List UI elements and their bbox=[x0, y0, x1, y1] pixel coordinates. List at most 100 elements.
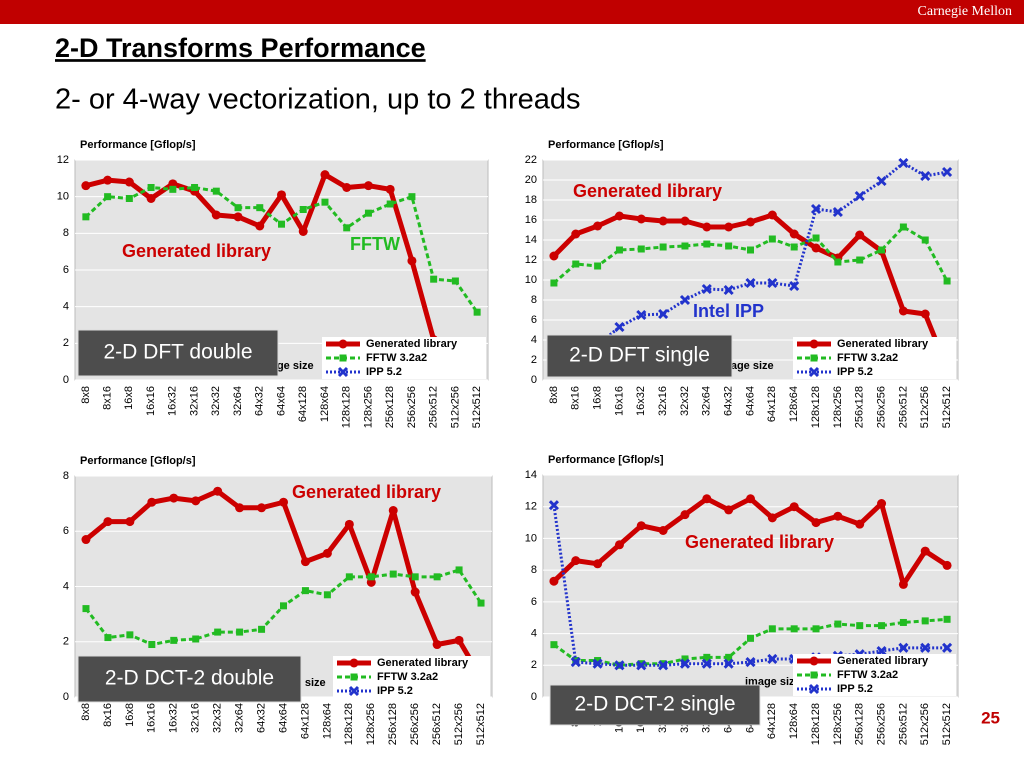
point bbox=[388, 506, 398, 516]
x-tick-label: 512x512 bbox=[941, 386, 953, 428]
point bbox=[258, 625, 266, 633]
point bbox=[323, 591, 331, 599]
point bbox=[432, 640, 442, 650]
point bbox=[408, 193, 416, 201]
point bbox=[658, 308, 669, 320]
x-tick-label: 128x64 bbox=[319, 386, 331, 422]
x-tick-label: 128x256 bbox=[362, 386, 374, 428]
point bbox=[594, 657, 602, 665]
point bbox=[169, 185, 177, 193]
point bbox=[725, 653, 733, 661]
point bbox=[191, 496, 201, 506]
point bbox=[856, 256, 864, 264]
point bbox=[702, 494, 712, 504]
point bbox=[170, 636, 178, 644]
x-tick-label: 256x512 bbox=[897, 703, 909, 745]
y-tick-label: 20 bbox=[525, 174, 537, 186]
x-tick-label: 256x512 bbox=[428, 386, 440, 428]
header-bar bbox=[0, 0, 1024, 24]
x-tick-label: 128x128 bbox=[341, 386, 353, 428]
point bbox=[723, 658, 734, 669]
point bbox=[832, 206, 843, 218]
point bbox=[236, 628, 244, 636]
x-tick-label: 32x16 bbox=[188, 386, 200, 416]
point bbox=[810, 203, 822, 215]
point bbox=[898, 157, 909, 169]
chart-label-box bbox=[77, 655, 302, 703]
chart-label: 2-D DFT single bbox=[569, 344, 710, 367]
point bbox=[430, 275, 438, 283]
point bbox=[321, 198, 329, 206]
x-tick-label: 512x512 bbox=[475, 703, 487, 745]
point bbox=[834, 620, 842, 628]
point bbox=[234, 204, 242, 212]
point bbox=[571, 229, 581, 239]
point bbox=[191, 184, 199, 191]
x-tick-label: 32x32 bbox=[210, 386, 222, 416]
point bbox=[812, 234, 820, 242]
annotation: FFTW bbox=[350, 234, 400, 254]
point bbox=[767, 513, 777, 523]
x-tick-label: 128x128 bbox=[810, 386, 822, 428]
x-tick-label: 128x256 bbox=[365, 703, 377, 745]
point bbox=[878, 246, 886, 254]
point bbox=[679, 294, 691, 306]
x-tick-label: 64x64 bbox=[277, 703, 289, 733]
point bbox=[789, 229, 799, 239]
point bbox=[810, 671, 818, 679]
point bbox=[855, 519, 865, 529]
point bbox=[212, 187, 220, 195]
y-tick-label: 12 bbox=[57, 154, 69, 166]
x-tick-label: 16x16 bbox=[145, 386, 157, 416]
x-tick-label: 128x256 bbox=[832, 703, 844, 745]
x-tick-label: 16x8 bbox=[123, 386, 135, 410]
point bbox=[103, 175, 113, 185]
point bbox=[877, 499, 887, 509]
point bbox=[256, 204, 264, 212]
x-tick-label: 16x16 bbox=[613, 386, 625, 416]
point bbox=[147, 184, 155, 191]
point bbox=[549, 576, 559, 586]
x-tick-label: 64x32 bbox=[723, 386, 735, 416]
point bbox=[385, 184, 395, 194]
y-tick-label: 2 bbox=[531, 659, 537, 671]
point bbox=[299, 206, 307, 213]
point bbox=[322, 548, 332, 558]
y-tick-label: 8 bbox=[63, 227, 69, 239]
legend-label: IPP 5.2 bbox=[837, 683, 873, 695]
point bbox=[636, 309, 647, 321]
point bbox=[856, 622, 864, 630]
point bbox=[614, 660, 625, 671]
x-tick-label: 8x16 bbox=[102, 703, 114, 727]
point bbox=[725, 242, 733, 250]
x-tick-label: 512x512 bbox=[941, 703, 953, 745]
point bbox=[342, 183, 352, 192]
legend-label: FFTW 3.2a2 bbox=[837, 669, 898, 681]
y-tick-label: 0 bbox=[531, 691, 537, 703]
point bbox=[747, 246, 754, 254]
point bbox=[550, 641, 558, 649]
point bbox=[747, 634, 754, 642]
point bbox=[126, 631, 134, 639]
legend-label: IPP 5.2 bbox=[377, 685, 413, 697]
y-tick-label: 4 bbox=[531, 334, 537, 346]
chart-label-box bbox=[77, 329, 279, 377]
point bbox=[235, 503, 245, 513]
point bbox=[899, 618, 907, 626]
x-tick-label: 128x128 bbox=[810, 703, 822, 745]
point bbox=[812, 625, 820, 633]
x-tick-label: 64x32 bbox=[255, 703, 267, 733]
legend-label: Generated library bbox=[837, 338, 929, 350]
point bbox=[255, 221, 265, 231]
chart-label: 2-D DCT-2 double bbox=[105, 667, 274, 690]
y-tick-label: 2 bbox=[531, 354, 537, 366]
point bbox=[658, 660, 669, 671]
point bbox=[615, 246, 623, 254]
point bbox=[338, 339, 348, 349]
point bbox=[81, 535, 91, 545]
point bbox=[192, 635, 200, 643]
point bbox=[920, 546, 930, 556]
point bbox=[855, 230, 865, 240]
